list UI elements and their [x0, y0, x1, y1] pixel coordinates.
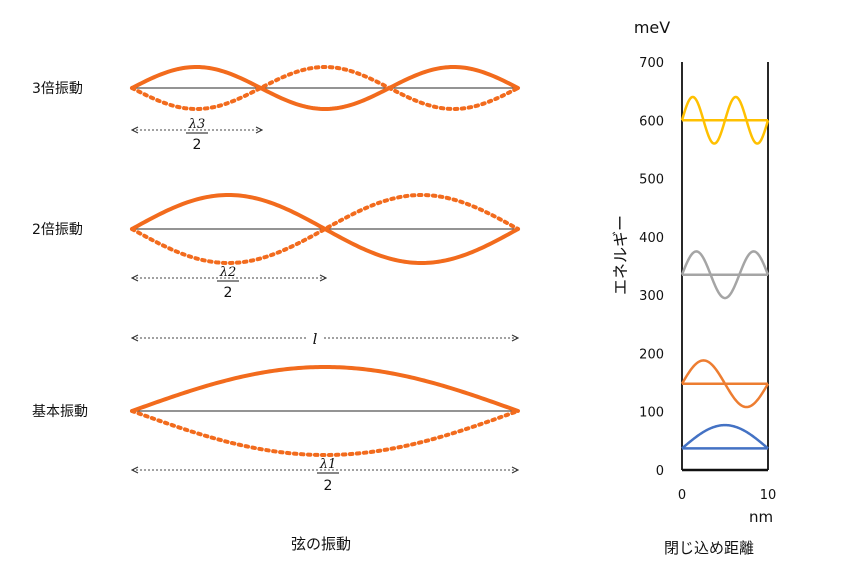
lambda2-numerator: λ2 [219, 265, 237, 280]
wavefunction-n1 [681, 423, 769, 450]
fundamental-diagram: λ1 2 [130, 364, 520, 494]
third-harmonic-dotted-wave [130, 64, 520, 112]
x-tick-label: 0 [678, 488, 686, 503]
chart-caption: 閉じ込め距離 [664, 539, 755, 557]
fundamental-solid-wave [130, 364, 520, 413]
string-length-indicator: l [132, 328, 518, 348]
y-tick-label: 100 [639, 406, 664, 421]
energy-levels [680, 95, 770, 450]
x-tick-labels: 0 10 [678, 488, 776, 503]
second-harmonic-dotted-wave [130, 192, 520, 266]
y-tick-label: 600 [639, 114, 664, 129]
length-label-backdrop [308, 328, 322, 346]
energy-level-chart: meV nm エネルギー 0 100 200 300 400 500 600 700 0 10 [611, 18, 776, 526]
string-length-label: l [313, 330, 318, 348]
wavefunction-n4 [680, 95, 770, 145]
fundamental-dotted-wave [130, 409, 520, 458]
third-harmonic-label: 3倍振動 [32, 81, 83, 97]
string-vibration-panel: λ3 2 λ2 2 l λ1 2 [130, 64, 520, 494]
second-harmonic-diagram: λ2 2 [130, 192, 520, 301]
y-tick-label: 200 [639, 347, 664, 362]
third-harmonic-solid-wave [130, 64, 520, 112]
third-harmonic-diagram: λ3 2 [130, 64, 520, 153]
wavefunction-n2 [680, 359, 770, 409]
fundamental-label: 基本振動 [32, 404, 88, 420]
wavefunction-n3 [680, 250, 770, 300]
lambda1-denominator: 2 [324, 478, 333, 494]
y-tick-label: 0 [656, 464, 664, 479]
x-tick-label: 10 [760, 488, 777, 503]
y-tick-label: 400 [639, 231, 664, 246]
lambda3-numerator: λ3 [188, 117, 206, 132]
y-axis-title: エネルギー [611, 215, 630, 295]
string-caption: 弦の振動 [291, 535, 352, 553]
second-harmonic-label: 2倍振動 [32, 222, 83, 238]
y-unit-label: meV [634, 18, 670, 37]
lambda2-denominator: 2 [224, 285, 233, 301]
y-tick-label: 500 [639, 173, 664, 188]
lambda3-denominator: 2 [193, 137, 202, 153]
y-tick-label: 300 [639, 289, 664, 304]
x-unit-label: nm [749, 508, 773, 526]
y-tick-labels: 0 100 200 300 400 500 600 700 [639, 56, 664, 479]
lambda1-numerator: λ1 [319, 457, 337, 472]
y-tick-label: 700 [639, 56, 664, 71]
